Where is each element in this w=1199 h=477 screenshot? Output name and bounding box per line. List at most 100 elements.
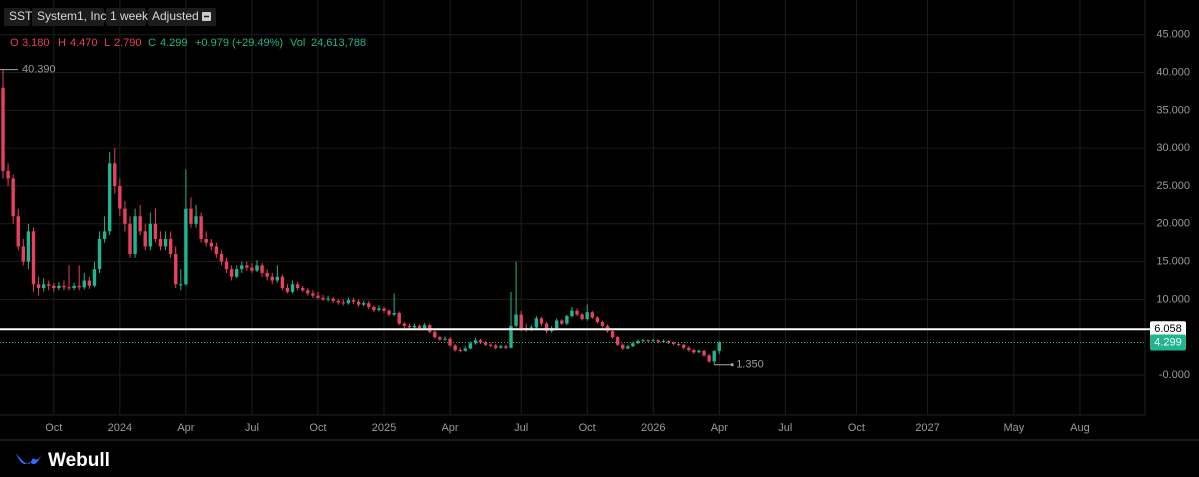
candle-body (661, 340, 666, 342)
y-tick-label: 10.000 (1156, 293, 1190, 305)
volume-value: 24,613,788 (311, 37, 366, 49)
candle-body (407, 325, 412, 328)
candle-body (585, 312, 589, 320)
x-tick-label: Oct (579, 422, 596, 434)
candle-body (316, 295, 320, 298)
y-tick-label: 35.000 (1156, 104, 1190, 116)
candle-body (128, 223, 132, 255)
candle-body (402, 323, 407, 326)
candle-body (641, 340, 645, 342)
overlay: 45.000 40.000 35.000 30.000 25.000 20.000 15.0… (0, 29, 1190, 434)
y-tick-label: 15.000 (1156, 256, 1190, 268)
candle-body (275, 276, 280, 281)
candle-body (595, 317, 600, 323)
y-tick-label: -0.000 (1159, 369, 1190, 381)
y-tick-label: 40.000 (1156, 66, 1190, 78)
candle-body (372, 306, 376, 310)
candle-body (97, 238, 102, 270)
candle-body (21, 246, 26, 262)
candle-body (26, 231, 31, 262)
candle-body (189, 208, 193, 224)
candle-body (11, 178, 15, 217)
interval-box[interactable] (106, 8, 146, 26)
candle-body (438, 337, 442, 340)
x-tick-label: 2027 (915, 422, 939, 434)
x-tick-label: Jul (514, 422, 528, 434)
candle-body (555, 320, 559, 329)
candle-body (478, 340, 483, 343)
candle-body (341, 302, 346, 304)
adjust[interactable]: Adjusted (152, 9, 199, 23)
candle-body (311, 293, 315, 296)
candle-body (509, 325, 513, 348)
candle-body (245, 265, 249, 268)
candle-body (194, 216, 198, 224)
candle-body (82, 280, 86, 288)
candle-body (57, 285, 61, 289)
low-label: L (104, 37, 110, 49)
candle-body (62, 285, 66, 288)
candle-body (458, 350, 462, 352)
candle-body (387, 310, 391, 315)
candle-body (580, 314, 584, 320)
candle-body (417, 325, 422, 329)
interval[interactable]: 1 week (110, 9, 149, 23)
candle-body (47, 284, 51, 286)
candle-body (92, 269, 97, 286)
price-line-tag (1150, 321, 1186, 338)
candle-body (290, 284, 295, 292)
candle-body (158, 238, 163, 247)
candle-body (499, 346, 503, 348)
candle-body (433, 331, 437, 338)
volume-label: Vol (290, 37, 305, 49)
x-tick-label: Oct (45, 422, 62, 434)
candle-body (184, 208, 188, 285)
symbol-box[interactable] (4, 8, 30, 26)
high-value: 4.470 (70, 37, 98, 49)
candle-body (565, 316, 569, 324)
candle-body (285, 288, 290, 292)
high-marker-label: 40.390 (22, 64, 56, 76)
candle-body (306, 290, 310, 294)
candle-body (600, 322, 605, 326)
open-label: O (10, 37, 19, 49)
candle-body (422, 325, 427, 329)
candle-body (590, 312, 594, 318)
candle-body (321, 297, 325, 300)
x-tick-label: Jul (778, 422, 792, 434)
candle-body (107, 163, 112, 232)
candle-body (72, 285, 76, 289)
candle-body (148, 223, 153, 247)
candle-body (676, 344, 681, 346)
candle-body (36, 284, 41, 289)
company-name: System1, Inc. (37, 9, 110, 23)
candle-body (326, 298, 330, 300)
candle-body (199, 216, 203, 239)
high-label: H (58, 37, 66, 49)
candle-body (174, 254, 178, 285)
candle-body (539, 318, 544, 324)
candle-body (382, 308, 386, 311)
symbol[interactable]: SST (9, 9, 33, 23)
candle-body (16, 216, 20, 247)
name-box (32, 8, 104, 26)
candle-body (636, 340, 640, 344)
candle-body (621, 344, 625, 349)
adjust-box[interactable] (148, 8, 216, 26)
brand-logo (16, 453, 42, 465)
candle-body (163, 238, 168, 247)
candle-body (712, 350, 716, 362)
last-price-label: 4.299 (1154, 336, 1182, 348)
candle-body (671, 342, 676, 345)
y-tick-label: 20.000 (1156, 218, 1190, 230)
candle-body (280, 276, 285, 289)
candle-body (229, 269, 234, 277)
candle-body (346, 300, 351, 304)
candle-body (52, 285, 56, 289)
candle-body (351, 300, 356, 302)
candle-body (412, 325, 417, 328)
candle-body (153, 223, 158, 239)
candle-body (209, 242, 213, 247)
candle-body (646, 340, 650, 342)
candle-body (443, 338, 447, 340)
